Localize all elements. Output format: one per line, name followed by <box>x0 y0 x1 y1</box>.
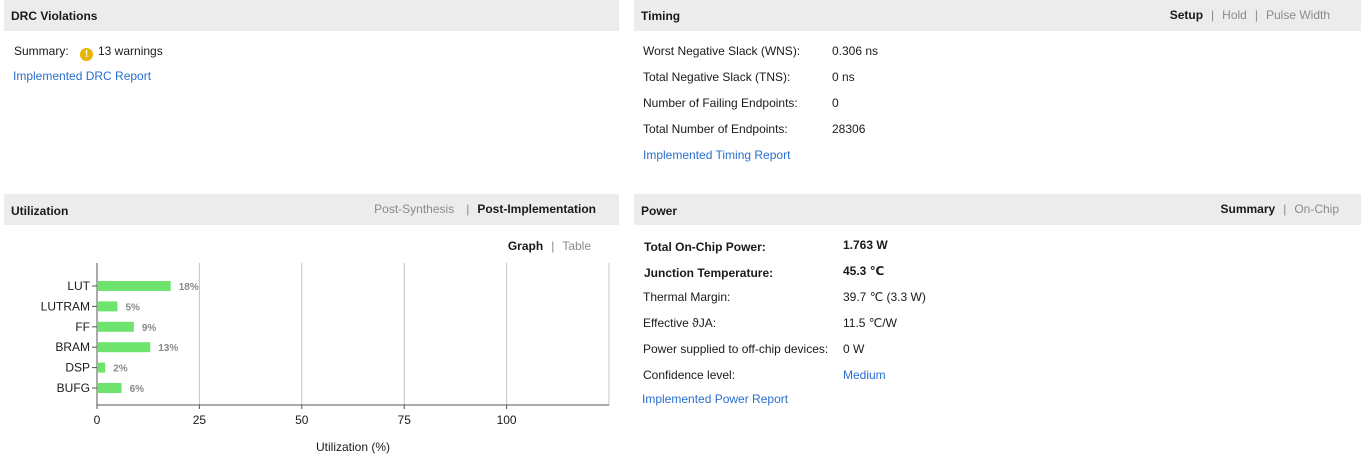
power-title: Power <box>641 204 678 218</box>
y-tick-label: FF <box>75 320 90 334</box>
tab-post-implementation[interactable]: Post-Implementation <box>477 202 596 216</box>
y-tick-label: LUT <box>67 279 90 293</box>
drc-header: DRC Violations <box>4 0 619 31</box>
utilization-view-tabs: Graph | Table <box>508 239 591 253</box>
x-tick-label: 50 <box>295 413 309 427</box>
chart-bars <box>98 281 171 393</box>
tab-summary[interactable]: Summary <box>1220 202 1276 216</box>
drc-report-link[interactable]: Implemented DRC Report <box>13 69 152 83</box>
x-tick-label: 75 <box>398 413 412 427</box>
y-tick-label: LUTRAM <box>41 299 90 313</box>
tns-label: Total Negative Slack (TNS): <box>643 70 791 84</box>
x-tick-label: 100 <box>497 413 517 427</box>
wns-label: Worst Negative Slack (WNS): <box>643 44 801 58</box>
bar-value-label: 5% <box>125 302 140 313</box>
x-tick-label: 25 <box>193 413 207 427</box>
tab-on-chip[interactable]: On-Chip <box>1294 202 1339 216</box>
timing-report-link[interactable]: Implemented Timing Report <box>643 148 791 162</box>
bar-bufg <box>98 383 122 393</box>
bar-value-label: 18% <box>179 282 199 293</box>
utilization-title: Utilization <box>11 204 69 218</box>
thermal-margin-label: Thermal Margin: <box>643 290 731 304</box>
drc-title: DRC Violations <box>11 9 98 23</box>
chart-grid <box>198 263 610 405</box>
tab-separator: | <box>1283 202 1287 216</box>
y-tick-label: DSP <box>65 361 90 375</box>
confidence-level-label: Confidence level: <box>643 368 736 382</box>
tab-table[interactable]: Table <box>562 239 591 253</box>
drc-panel: DRC Violations Summary: ! 13 warnings Imp… <box>4 0 619 185</box>
power-tabs: Summary | On-Chip <box>1220 202 1339 216</box>
tab-graph[interactable]: Graph <box>507 239 544 253</box>
timing-tabs: Setup | Hold | Pulse Width <box>1170 8 1330 22</box>
thermal-margin-value: 39.7 ℃ (3.3 W) <box>843 290 926 304</box>
drc-summary-value: 13 warnings <box>98 44 163 58</box>
bar-value-label: 6% <box>130 384 145 395</box>
failing-endpoints-value: 0 <box>832 96 839 110</box>
junction-temp-value: 45.3 ℃ <box>843 264 885 278</box>
utilization-tabs: Post-Synthesis | Post-Implementation <box>374 202 596 216</box>
confidence-level-value[interactable]: Medium <box>843 368 886 382</box>
chart-labels: LUT 18% LUTRAM 5% FF 9% BRAM 13% DSP 2% BUFG 6% <box>41 279 199 395</box>
drc-summary-label: Summary: <box>14 44 69 58</box>
bar-ff <box>98 321 134 332</box>
tab-separator: | <box>1254 8 1258 22</box>
drc-summary-value-wrap: ! 13 warnings <box>80 44 163 61</box>
tns-value: 0 ns <box>832 70 855 84</box>
total-power-label: Total On-Chip Power: <box>644 240 766 254</box>
tab-separator: | <box>1211 8 1215 22</box>
y-tick-label: BUFG <box>57 381 90 395</box>
junction-temp-label: Junction Temperature: <box>644 266 774 280</box>
bar-value-label: 2% <box>113 364 128 375</box>
bar-bram <box>98 342 151 353</box>
chart-x-axis-label: Utilization (%) <box>316 440 390 454</box>
failing-endpoints-label: Number of Failing Endpoints: <box>643 96 798 110</box>
chart-axes: 0 25 50 75 100 <box>92 263 609 427</box>
tab-setup[interactable]: Setup <box>1169 8 1204 22</box>
tab-separator: | <box>466 202 470 216</box>
total-endpoints-label: Total Number of Endpoints: <box>643 122 788 136</box>
bar-lutram <box>98 301 118 312</box>
tab-pulse-width[interactable]: Pulse Width <box>1265 8 1330 22</box>
effective-theta-ja-value: 11.5 ℃/W <box>843 316 897 330</box>
bar-dsp <box>98 362 106 373</box>
utilization-header: Utilization Post-Synthesis | Post-Implemen… <box>4 194 619 225</box>
timing-header: Timing Setup | Hold | Pulse Width <box>634 0 1361 31</box>
power-header: Power Summary | On-Chip <box>634 194 1361 225</box>
total-power-value: 1.763 W <box>843 238 888 252</box>
off-chip-power-value: 0 W <box>843 342 865 356</box>
bar-lut <box>98 281 171 291</box>
tab-separator: | <box>551 239 555 253</box>
effective-theta-ja-label: Effective ϑJA: <box>643 316 717 330</box>
utilization-chart: 0 25 50 75 100 LUT 18% LUTRAM 5% FF 9% BRAM 13% DSP 2… <box>41 263 610 454</box>
y-tick-label: BRAM <box>55 340 90 354</box>
bar-value-label: 13% <box>158 343 178 354</box>
bar-value-label: 9% <box>142 323 157 334</box>
utilization-panel: Utilization Post-Synthesis | Post-Implemen… <box>4 194 619 456</box>
warning-icon: ! <box>80 48 93 61</box>
power-panel: Power Summary | On-Chip Total On-Chip Powe… <box>634 194 1361 456</box>
timing-title: Timing <box>641 9 681 23</box>
timing-panel: Timing Setup | Hold | Pulse Width Worst Nega… <box>634 0 1361 185</box>
power-report-link[interactable]: Implemented Power Report <box>642 392 789 406</box>
off-chip-power-label: Power supplied to off-chip devices: <box>643 342 829 356</box>
wns-value: 0.306 ns <box>832 44 879 58</box>
total-endpoints-value: 28306 <box>832 122 866 136</box>
x-tick-label: 0 <box>94 413 101 427</box>
tab-post-synthesis[interactable]: Post-Synthesis <box>374 202 455 216</box>
tab-hold[interactable]: Hold <box>1222 8 1247 22</box>
